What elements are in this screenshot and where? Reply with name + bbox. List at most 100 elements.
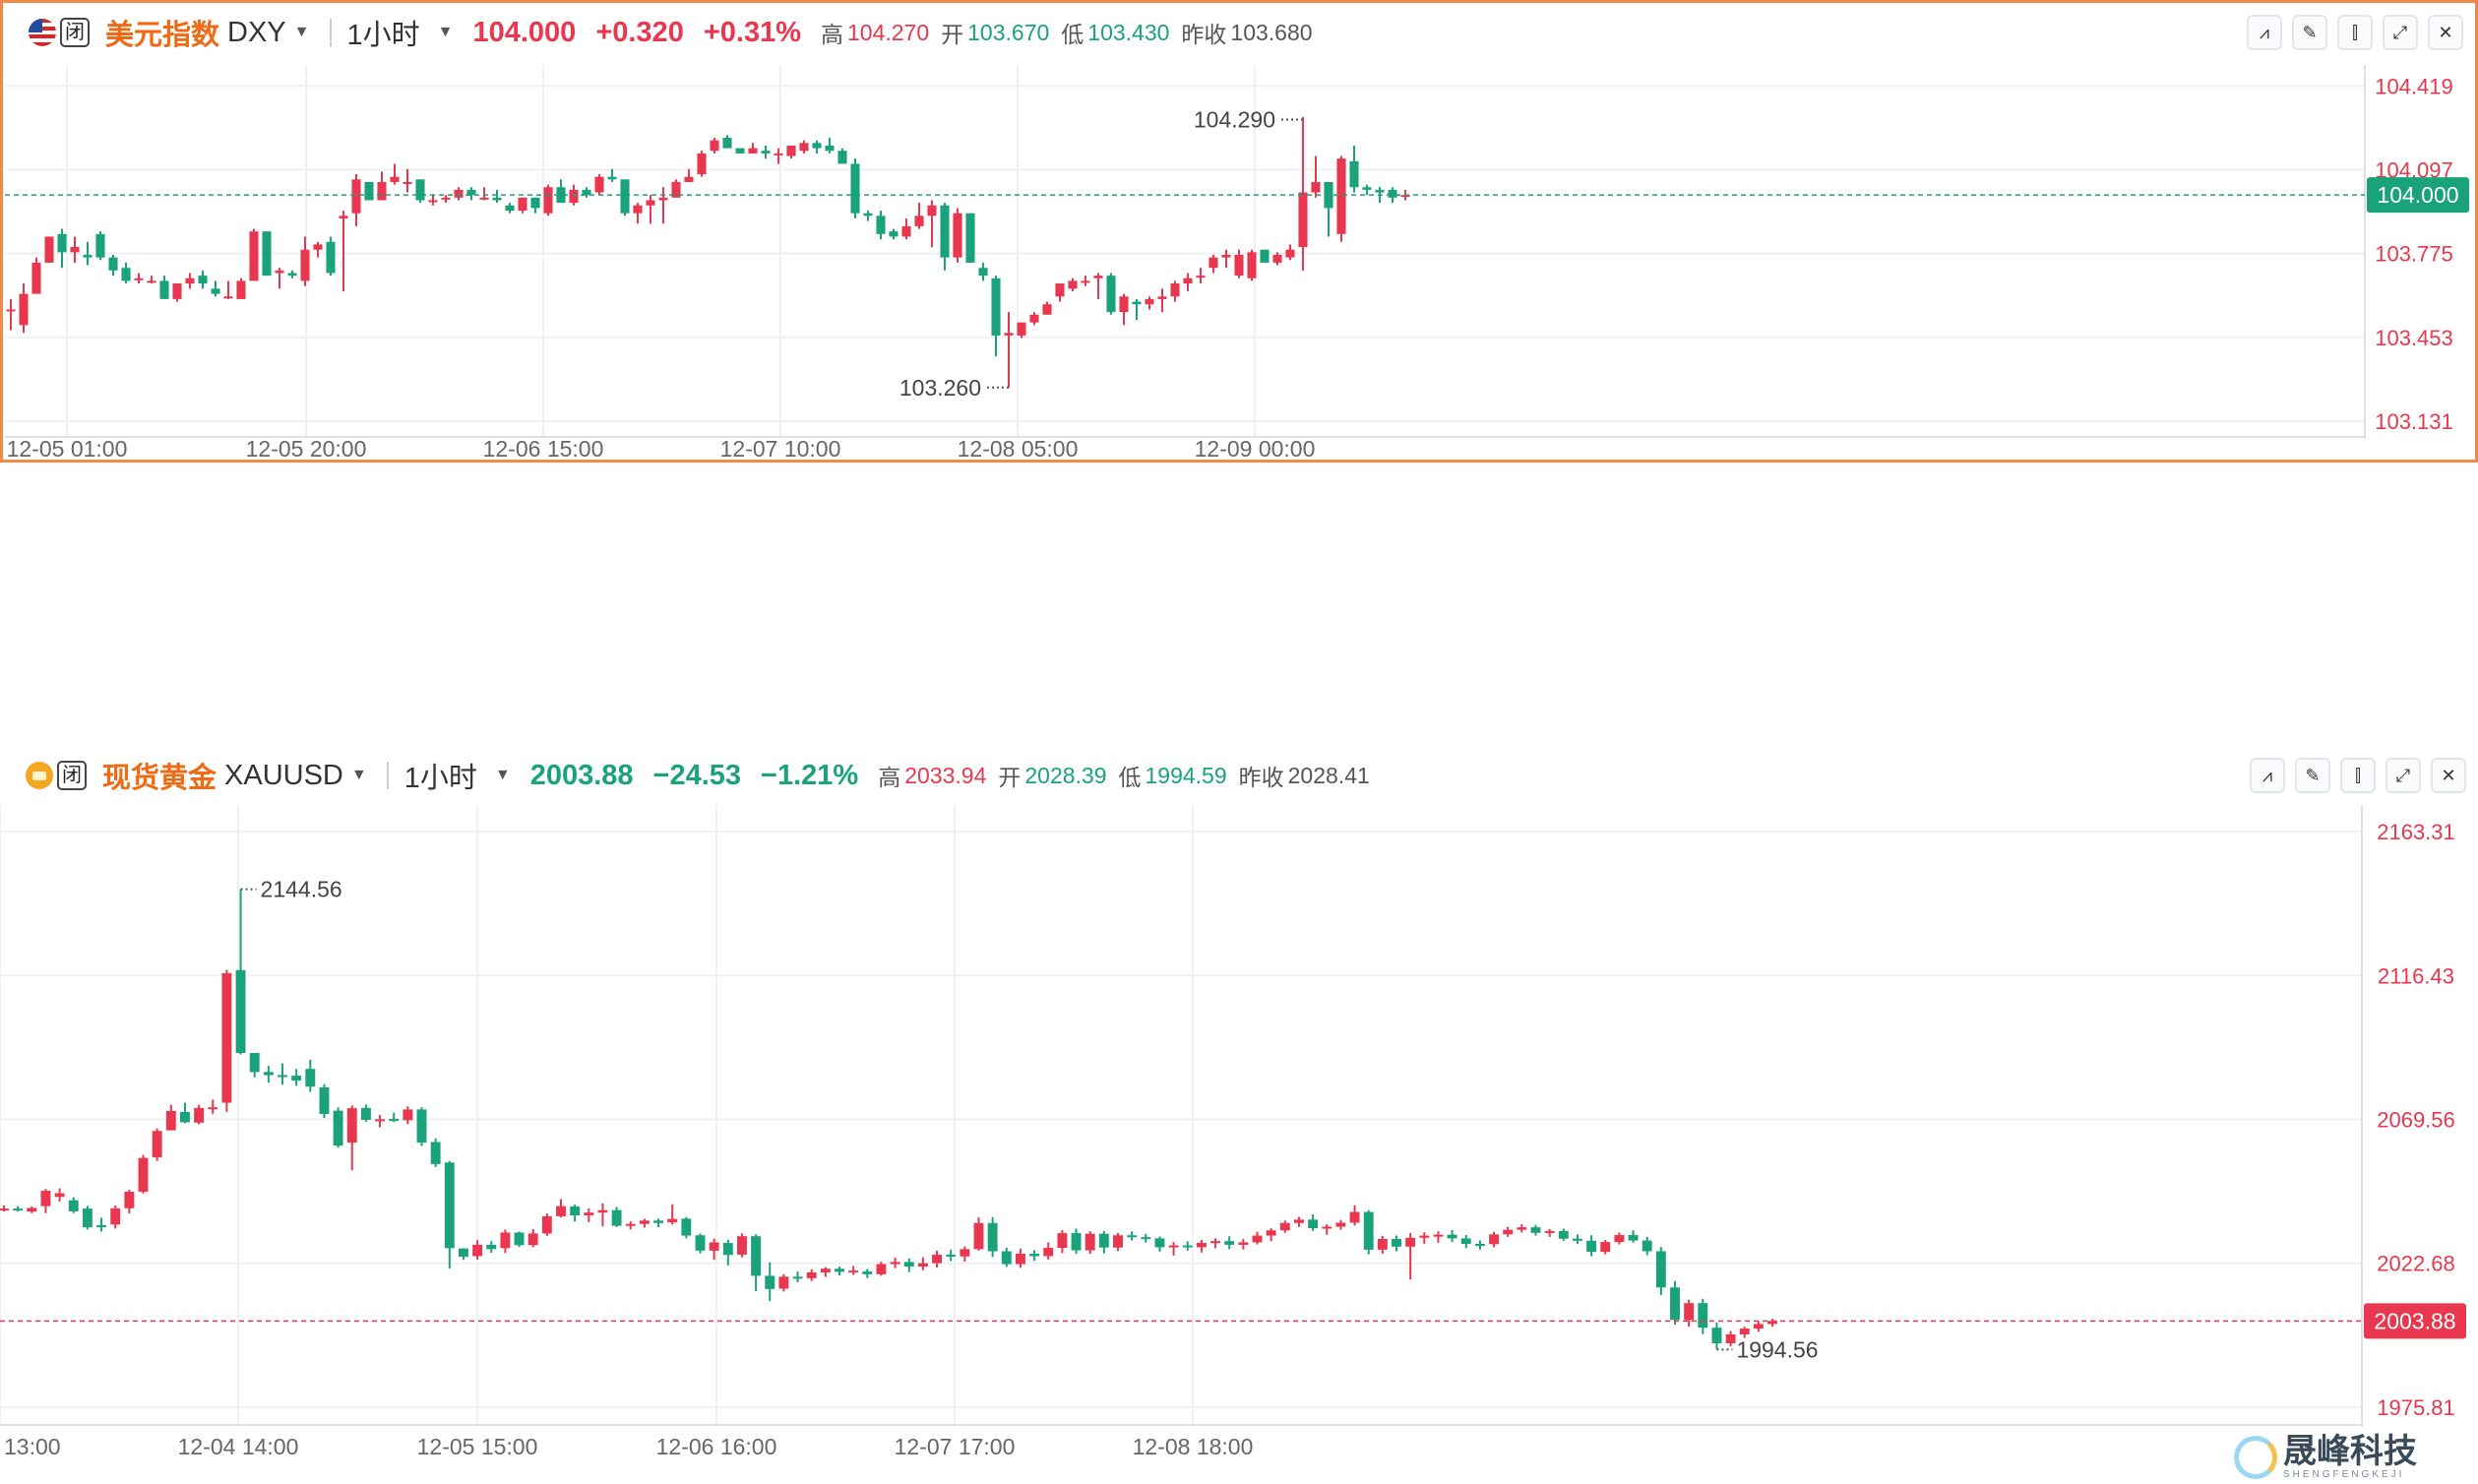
candle-body — [70, 247, 80, 253]
candle-body — [1170, 283, 1180, 297]
candle-body — [44, 236, 54, 263]
candle-body — [194, 1107, 205, 1123]
candle-body — [6, 309, 16, 312]
candle-body — [134, 278, 144, 280]
candle-body — [1698, 1303, 1708, 1329]
symbol-code[interactable]: XAUUSD — [224, 759, 343, 791]
candle-body — [1113, 1235, 1123, 1248]
x-tick-label: 12-06 15:00 — [483, 436, 604, 462]
candle-body — [620, 179, 630, 214]
candle-body — [584, 1212, 594, 1215]
chart-toolbar: ⩘ ✎ ⫿ ⤢ ✕ — [2250, 758, 2466, 793]
period-selector[interactable]: 1小时 — [346, 20, 420, 51]
candle-body — [684, 176, 694, 182]
symbol-name[interactable]: 现货黄金 — [102, 763, 217, 794]
candle-body — [1042, 304, 1052, 315]
candle-body — [235, 969, 246, 1053]
symbol-dropdown-icon[interactable]: ▼ — [293, 24, 310, 40]
candle-body — [1182, 1245, 1193, 1248]
candle-body — [736, 1236, 747, 1255]
candle-body — [625, 1223, 636, 1226]
candle-body — [1544, 1230, 1555, 1233]
candle-body — [124, 1191, 135, 1208]
gold-chart-panel-body[interactable]: 闭 现货黄金 XAUUSD ▼ 1小时 ▼ 2003.88 −24.53 −1.… — [0, 746, 2478, 1484]
open-label: 开 — [998, 765, 1022, 790]
candle-body — [1400, 195, 1410, 198]
candle-body — [543, 187, 553, 214]
candle-body — [1055, 283, 1065, 297]
candle-body — [556, 187, 566, 204]
symbol-code[interactable]: DXY — [227, 16, 286, 48]
candle-body — [1655, 1251, 1666, 1288]
candle-body — [1224, 1241, 1235, 1245]
low-label: 低 — [1061, 22, 1084, 47]
gold-candlestick-chart[interactable]: 2163.31 2116.43 2069.56 2022.68 1975.81 13:00… — [0, 805, 2478, 1484]
candle-body — [441, 197, 451, 200]
y-tick-label: 1975.81 — [2377, 1395, 2455, 1420]
extreme-price-label: 104.290 — [1194, 107, 1275, 133]
market-closed-badge: 闭 — [57, 761, 87, 790]
x-tick-label: 12-04 14:00 — [178, 1434, 299, 1459]
y-tick-label: 2069.56 — [2377, 1107, 2455, 1132]
high-label: 高 — [878, 765, 901, 790]
candle-body — [326, 241, 336, 274]
candle-body — [514, 1232, 525, 1246]
indicator-icon[interactable]: ⩘ — [2247, 15, 2282, 50]
candle-body — [569, 189, 579, 204]
close-icon[interactable]: ✕ — [2431, 758, 2466, 793]
candle-body — [1725, 1333, 1736, 1344]
candle-body — [1460, 1238, 1471, 1244]
candle-body — [291, 1076, 302, 1082]
candle-body — [1210, 1241, 1221, 1244]
compare-icon[interactable]: ⫿ — [2340, 758, 2376, 793]
candle-body — [973, 1222, 984, 1250]
candle-body — [333, 1110, 343, 1146]
draw-icon[interactable]: ✎ — [2295, 758, 2330, 793]
period-dropdown-icon[interactable]: ▼ — [437, 24, 454, 40]
candle-body — [570, 1206, 581, 1215]
candle-body — [1489, 1234, 1500, 1245]
candle-body — [1279, 1222, 1290, 1231]
x-tick-label: 12-07 17:00 — [895, 1434, 1016, 1459]
candle-body — [722, 1243, 733, 1256]
candle-body — [556, 1206, 566, 1216]
price-change: +0.320 — [595, 16, 684, 48]
candle-body — [211, 288, 220, 294]
candle-body — [198, 276, 208, 284]
dxy-header: 闭 美元指数 DXY ▼ 1小时 ▼ 104.000 +0.320 +0.31%… — [3, 3, 2475, 62]
expand-icon[interactable]: ⤢ — [2383, 15, 2418, 50]
candle-body — [458, 1248, 468, 1258]
candle-body — [54, 1193, 65, 1198]
candle-body — [518, 197, 527, 212]
period-dropdown-icon[interactable]: ▼ — [494, 767, 511, 783]
compare-icon[interactable]: ⫿ — [2337, 15, 2373, 50]
candle-body — [208, 1107, 218, 1110]
period-selector[interactable]: 1小时 — [403, 763, 477, 794]
x-tick-label: 12-06 16:00 — [656, 1434, 777, 1459]
dxy-chart-panel[interactable]: 闭 美元指数 DXY ▼ 1小时 ▼ 104.000 +0.320 +0.31%… — [0, 0, 2478, 463]
prev-close-label: 昨收 — [1181, 22, 1227, 47]
extreme-price-label: 1994.56 — [1736, 1336, 1818, 1362]
candle-body — [1363, 1211, 1374, 1250]
candle-body — [863, 213, 873, 216]
dxy-candlestick-chart[interactable]: 104.419104.097103.775103.453103.13112-05… — [3, 65, 2475, 463]
candle-body — [778, 1276, 789, 1289]
open-value: 2028.39 — [1024, 762, 1107, 788]
candle-body — [1084, 1233, 1095, 1251]
candle-body — [1558, 1230, 1569, 1239]
candle-body — [1362, 187, 1372, 190]
candle-body — [1642, 1240, 1652, 1252]
symbol-dropdown-icon[interactable]: ▼ — [350, 767, 367, 783]
expand-icon[interactable]: ⤢ — [2385, 758, 2421, 793]
current-price-tag-label: 2003.88 — [2374, 1308, 2455, 1333]
symbol-name[interactable]: 美元指数 — [105, 20, 220, 51]
candle-body — [1029, 314, 1039, 323]
indicator-icon[interactable]: ⩘ — [2250, 758, 2285, 793]
draw-icon[interactable]: ✎ — [2292, 15, 2327, 50]
candle-body — [83, 254, 93, 258]
candle-body — [444, 1162, 455, 1249]
close-icon[interactable]: ✕ — [2428, 15, 2463, 50]
candle-body — [1252, 1235, 1263, 1243]
candle-body — [31, 262, 41, 294]
candle-body — [221, 972, 232, 1103]
